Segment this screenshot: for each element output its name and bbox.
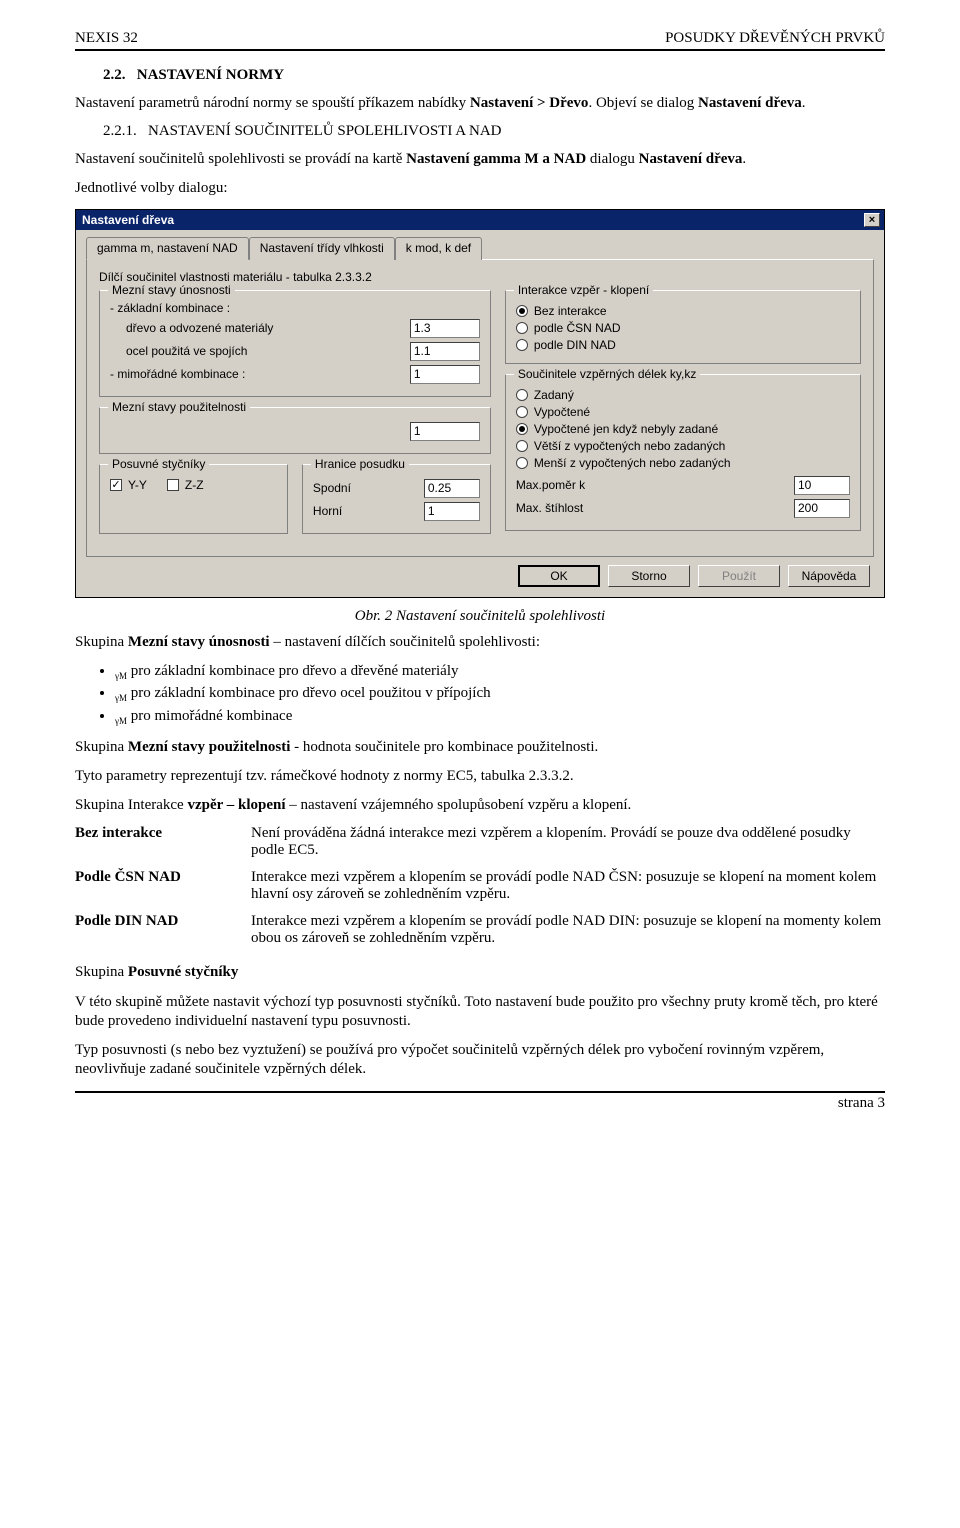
radio-vypoctene[interactable]: Vypočtené [516,405,850,419]
msp-input[interactable] [410,422,480,441]
dialog-titlebar: Nastavení dřeva × [76,210,884,230]
tab-strip: gamma m, nastavení NAD Nastavení třídy v… [86,236,874,259]
def-desc: Interakce mezi vzpěrem a klopením se pro… [251,869,885,903]
para-posuvne-2: Typ posuvnosti (s nebo bez vyztužení) se… [75,1041,885,1079]
para-posuvne-head: Skupina Posuvné styčníky [75,963,885,982]
dialog-client: gamma m, nastavení NAD Nastavení třídy v… [76,230,884,597]
hranice-horni-input[interactable] [424,502,480,521]
radio-din[interactable]: podle DIN NAD [516,338,850,352]
tab-kmod[interactable]: k mod, k def [395,237,482,260]
group-interakce-legend: Interakce vzpěr - klopení [514,283,653,297]
close-icon[interactable]: × [864,213,880,227]
list-item: γM pro mimořádné kombinace [115,707,885,728]
radio-zadany[interactable]: Zadaný [516,388,850,402]
group-msp: Mezní stavy použitelnosti [99,407,491,454]
msu-zakladni-label: - základní kombinace : [110,301,480,315]
settings-dialog: Nastavení dřeva × gamma m, nastavení NAD… [75,209,885,598]
group-soucinitele: Součinitele vzpěrných délek ky,kz Zadaný… [505,374,861,531]
napoveda-button[interactable]: Nápověda [788,565,870,587]
heading-num: 2.2. [103,67,126,83]
para-221-2: Jednotlivé volby dialogu: [75,179,885,198]
para-after-1: Skupina Mezní stavy únosnosti – nastaven… [75,633,885,652]
header-rule [75,49,885,51]
maxk-input[interactable] [794,476,850,495]
check-zz[interactable]: Z-Z [167,478,204,492]
group-msp-legend: Mezní stavy použitelnosti [108,400,250,414]
heading-num: 2.2.1. [103,123,137,139]
group-msu: Mezní stavy únosnosti - základní kombina… [99,290,491,397]
bullets-msu: γM pro základní kombinace pro dřevo a dř… [115,662,885,728]
hranice-horni-label: Horní [313,504,342,518]
pouzit-button[interactable]: Použít [698,565,780,587]
radio-vyp-nebyly[interactable]: Vypočtené jen když nebyly zadané [516,422,850,436]
interaction-definitions: Bez interakce Není prováděna žádná inter… [75,825,885,947]
def-term: Podle DIN NAD [75,913,235,947]
page-footer: strana 3 [75,1091,885,1112]
msu-mimo-label: - mimořádné kombinace : [110,367,245,381]
group-posuvne-legend: Posuvné styčníky [108,457,209,471]
heading-2-2: 2.2. NASTAVENÍ NORMY [103,67,885,84]
dialog-title: Nastavení dřeva [82,213,174,227]
radio-csn[interactable]: podle ČSN NAD [516,321,850,335]
maxk-label: Max.poměr k [516,478,585,492]
hranice-spodni-input[interactable] [424,479,480,498]
heading-2-2-1: 2.2.1. NASTAVENÍ SOUČINITELŮ SPOLEHLIVOS… [103,123,885,140]
maxst-label: Max. štíhlost [516,501,583,515]
msu-ocel-input[interactable] [410,342,480,361]
para-after-2: Skupina Mezní stavy použitelnosti - hodn… [75,738,885,757]
storno-button[interactable]: Storno [608,565,690,587]
msu-ocel-label: ocel použitá ve spojích [110,344,247,358]
def-desc: Není prováděna žádná interakce mezi vzpě… [251,825,885,859]
para-22-1: Nastavení parametrů národní normy se spo… [75,94,885,113]
para-after-4: Skupina Interakce vzpěr – klopení – nast… [75,796,885,815]
para-221-1: Nastavení součinitelů spolehlivosti se p… [75,150,885,169]
heading-text: NASTAVENÍ NORMY [137,67,284,83]
list-item: γM pro základní kombinace pro dřevo a dř… [115,662,885,683]
list-item: γM pro základní kombinace pro dřevo ocel… [115,684,885,705]
header-right: POSUDKY DŘEVĚNÝCH PRVKŮ [665,30,885,47]
radio-bez-interakce[interactable]: Bez interakce [516,304,850,318]
header-left: NEXIS 32 [75,30,138,47]
group-hranice: Hranice posudku Spodní Horní [302,464,491,534]
figure-caption: Obr. 2 Nastavení součinitelů spolehlivos… [75,608,885,625]
heading-text: NASTAVENÍ SOUČINITELŮ SPOLEHLIVOSTI A NA… [148,123,502,139]
msu-drevo-label: dřevo a odvozené materiály [110,321,273,335]
group-hranice-legend: Hranice posudku [311,457,409,471]
para-posuvne-1: V této skupině můžete nastavit výchozí t… [75,993,885,1031]
maxst-input[interactable] [794,499,850,518]
para-after-3: Tyto parametry reprezentují tzv. rámečko… [75,767,885,786]
radio-vetsi[interactable]: Větší z vypočtených nebo zadaných [516,439,850,453]
msu-drevo-input[interactable] [410,319,480,338]
msu-mimo-input[interactable] [410,365,480,384]
def-term: Bez interakce [75,825,235,859]
group-interakce: Interakce vzpěr - klopení Bez interakce … [505,290,861,364]
group-msu-legend: Mezní stavy únosnosti [108,283,235,297]
dialog-buttons: OK Storno Použít Nápověda [86,557,874,587]
tab-panel: Dílčí součinitel vlastnosti materiálu - … [86,259,874,557]
check-yy[interactable]: ✓Y-Y [110,478,147,492]
def-term: Podle ČSN NAD [75,869,235,903]
tab-gamma[interactable]: gamma m, nastavení NAD [86,237,249,260]
ok-button[interactable]: OK [518,565,600,587]
group-posuvne: Posuvné styčníky ✓Y-Y Z-Z [99,464,288,534]
def-desc: Interakce mezi vzpěrem a klopením se pro… [251,913,885,947]
hranice-spodni-label: Spodní [313,481,351,495]
radio-mensi[interactable]: Menší z vypočtených nebo zadaných [516,456,850,470]
group-soucinitele-legend: Součinitele vzpěrných délek ky,kz [514,367,701,381]
tab-vlhkost[interactable]: Nastavení třídy vlhkosti [249,237,395,260]
table-caption: Dílčí součinitel vlastnosti materiálu - … [99,270,861,284]
